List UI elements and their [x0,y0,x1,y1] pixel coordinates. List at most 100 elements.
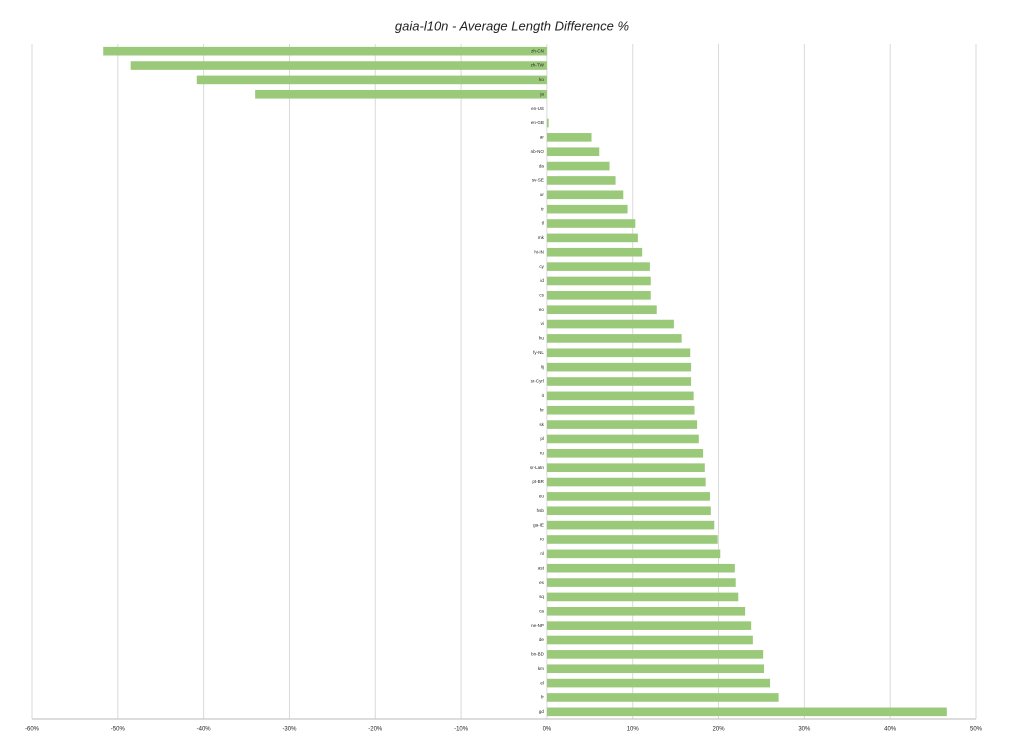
x-tick-label: -30% [282,727,297,733]
y-tick-label: lij [541,364,544,369]
y-tick-label: cy [539,264,544,269]
y-tick-label: el [540,680,544,685]
bar [546,549,721,559]
y-tick-label: vi [541,321,544,326]
bar [546,650,764,659]
x-tick-label: -20% [368,727,383,733]
bar [130,61,547,70]
bar [546,405,695,415]
bar [546,305,657,314]
y-tick-label: en-GB [531,120,544,125]
bar [546,434,699,444]
y-tick-label: da [539,163,545,168]
y-tick-label: bn-BD [531,652,545,657]
y-tick-label: sv-SE [532,178,544,183]
y-tick-label: es [539,580,545,585]
bar [103,46,547,56]
y-tick-label: eu [539,494,545,499]
bar [546,334,682,343]
y-tick-label: sr-Latn [530,465,545,470]
y-tick-label: en-US [531,106,544,111]
y-tick-label: ko [539,77,544,82]
y-tick-label: hsb [537,508,545,513]
bar [546,276,651,286]
bar [546,664,765,674]
y-tick-label: zh-CN [531,48,544,53]
chart-title: gaia-l10n - Average Length Difference % [395,18,629,33]
y-tick-label: ast [538,565,545,570]
bar [546,176,616,185]
y-tick-label: hi-IN [534,249,544,254]
bar [546,578,736,587]
x-tick-label: -10% [454,727,469,733]
y-tick-label: sq [539,594,544,599]
bar [546,291,651,300]
x-tick-label: 20% [713,727,726,733]
bar [546,362,692,372]
bar [546,204,628,214]
bar [546,506,711,516]
y-tick-label: zh-TW [531,63,545,68]
y-tick-label: pl [540,436,544,441]
y-tick-label: tl [542,221,544,226]
bar [546,190,624,200]
y-tick-label: fr [541,695,544,700]
y-tick-label: ca [539,608,544,613]
y-tick-label: ur [540,192,545,197]
bar [546,420,698,429]
bar [546,319,674,329]
y-tick-label: pt-BR [532,479,544,484]
y-tick-label: ar [540,135,545,140]
bar [546,463,705,472]
y-tick-label: sr-Cyrl [531,379,544,384]
bar [546,563,735,573]
x-tick-label: 10% [627,727,640,733]
bar [546,592,739,602]
bar [546,606,746,616]
bar [546,147,600,157]
y-tick-label: ro [540,537,544,542]
y-tick-label: hu [539,336,545,341]
x-tick-label: -50% [111,727,126,733]
bar [546,348,691,358]
bar [546,161,610,171]
y-tick-label: sk [539,422,544,427]
bar [196,75,547,85]
bar [546,118,549,128]
y-tick-label: it [542,393,545,398]
x-tick-label: 0% [543,727,552,733]
y-tick-label: cs [539,293,544,298]
bar [546,449,704,458]
bar [546,693,779,702]
y-tick-label: ga-IE [533,522,544,527]
x-tick-label: -40% [197,727,212,733]
y-tick-label: fy-NL [533,350,544,355]
x-tick-label: -60% [25,727,40,733]
bar [546,262,650,271]
y-tick-label: nb-NO [531,149,545,154]
bar [546,520,715,530]
y-tick-label: eo [539,307,545,312]
bar [546,247,643,257]
x-tick-label: 30% [798,727,811,733]
bar [255,89,547,99]
y-tick-label: hr [540,407,545,412]
y-tick-label: ja [539,91,544,96]
bar [546,635,753,645]
y-tick-label: tr [541,206,544,211]
y-tick-label: gd [539,709,545,714]
y-tick-label: ne-NP [531,623,544,628]
bar [546,621,752,630]
bar [546,133,592,142]
bar [546,492,710,501]
bar [546,707,947,717]
bar [546,535,718,544]
y-tick-label: km [538,666,544,671]
y-tick-label: ru [540,450,544,455]
bar [546,233,638,243]
y-tick-label: mk [538,235,545,240]
bar [546,377,692,386]
bar [546,477,706,487]
